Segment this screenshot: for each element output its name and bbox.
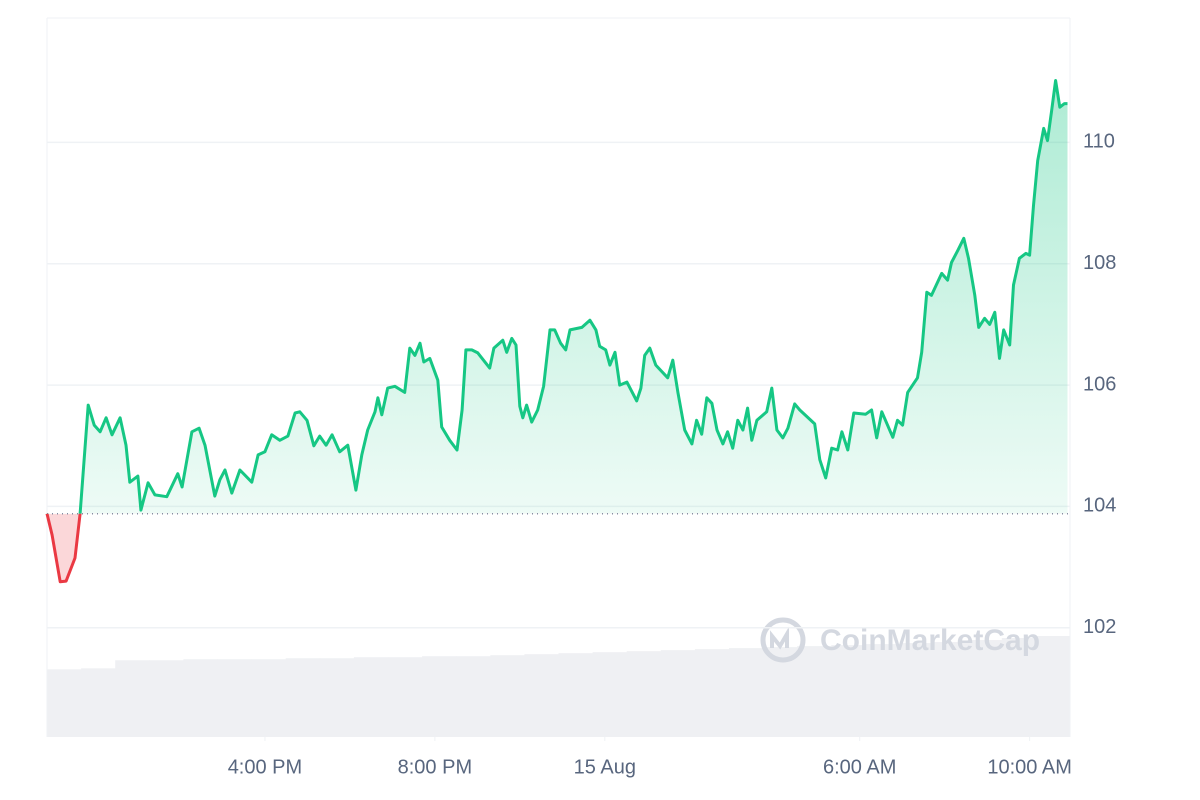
- y-tick-label: 104: [1083, 495, 1116, 517]
- price-area-up: [47, 80, 1068, 514]
- volume-bar: [353, 657, 389, 737]
- volume-bar: [558, 653, 594, 737]
- x-tick-label: 15 Aug: [574, 756, 636, 778]
- volume-bar: [217, 659, 253, 737]
- volume-bar: [831, 645, 866, 737]
- watermark-logo: [760, 617, 806, 663]
- volume-bar: [592, 652, 628, 737]
- x-tick-label: 10:00 AM: [987, 756, 1072, 778]
- volume-bar: [388, 657, 423, 737]
- volume-bar: [933, 642, 969, 737]
- volume-bar: [319, 658, 355, 737]
- volume-bar: [285, 658, 321, 737]
- price-line-up: [46, 79, 1068, 514]
- volume-bar: [1035, 636, 1071, 737]
- volume-bar: [899, 643, 935, 737]
- volume-bar: [490, 655, 525, 737]
- volume-bar: [1001, 638, 1037, 737]
- volume-bar: [81, 668, 116, 737]
- x-tick-label: 8:00 PM: [398, 756, 472, 778]
- volume-bar: [115, 660, 150, 737]
- volume-bar: [660, 650, 696, 737]
- volume-bar: [456, 656, 491, 737]
- y-tick-label: 102: [1083, 616, 1116, 638]
- volume-bar: [183, 659, 218, 737]
- y-tick-label: 110: [1083, 131, 1115, 153]
- volume-bar: [524, 654, 559, 737]
- volume-bar: [694, 649, 730, 737]
- volume-bar: [626, 651, 662, 737]
- watermark: CoinMarketCap: [820, 624, 1040, 657]
- y-tick-label: 108: [1083, 252, 1116, 274]
- volume-bar: [47, 669, 82, 737]
- x-tick-label: 6:00 AM: [823, 756, 896, 778]
- volume-bar: [251, 659, 287, 737]
- volume-bar: [797, 646, 832, 737]
- y-tick-label: 106: [1083, 373, 1116, 395]
- volume-bar: [149, 660, 184, 737]
- volume-bar: [729, 648, 764, 737]
- volume-bar: [422, 656, 457, 737]
- volume-bar: [865, 644, 900, 737]
- x-tick-label: 4:00 PM: [228, 756, 302, 778]
- volume-bar: [967, 640, 1003, 737]
